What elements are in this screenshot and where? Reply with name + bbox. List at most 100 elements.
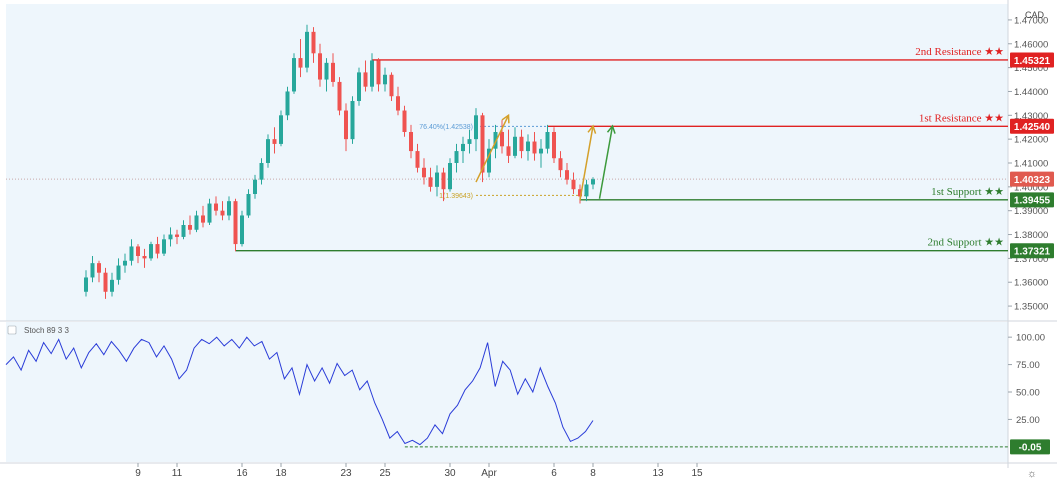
candle-body bbox=[331, 62, 335, 82]
candle-body bbox=[454, 151, 459, 163]
candle-body bbox=[415, 151, 420, 168]
candle-body bbox=[409, 132, 413, 152]
candle-body bbox=[240, 215, 244, 245]
candle-body bbox=[539, 148, 543, 154]
price-tick-label: 1.38000 bbox=[1014, 230, 1048, 241]
candle-body bbox=[558, 158, 563, 171]
time-tick-label: 16 bbox=[236, 468, 248, 479]
candle-body bbox=[175, 234, 179, 237]
level-price-label: 1.42540 bbox=[1014, 122, 1051, 133]
candle-body bbox=[214, 203, 218, 211]
price-tick-label: 1.45000 bbox=[1014, 63, 1048, 74]
level-name: 1st Support ★★ bbox=[931, 186, 1004, 198]
time-tick-label: 6 bbox=[551, 468, 557, 479]
candle-body bbox=[324, 62, 329, 80]
current-price-tag bbox=[1010, 171, 1054, 187]
candle-body bbox=[350, 101, 355, 140]
time-tick-label: 11 bbox=[172, 468, 183, 479]
candle-body bbox=[578, 189, 582, 197]
price-tick-label: 1.46000 bbox=[1014, 39, 1048, 50]
stoch-last-label: -0.05 bbox=[1019, 443, 1042, 454]
candle-body bbox=[370, 60, 374, 87]
time-tick-label: 23 bbox=[340, 468, 352, 479]
stoch-tick-label: 25.00 bbox=[1016, 415, 1040, 426]
candle-body bbox=[181, 225, 186, 237]
price-panel-background bbox=[6, 4, 1008, 321]
price-tick-label: 1.43000 bbox=[1014, 111, 1048, 122]
candle-body bbox=[506, 146, 511, 156]
candle-body bbox=[285, 91, 290, 116]
stoch-indicator-label: Stoch 89 3 3 bbox=[24, 326, 69, 335]
candle-body bbox=[279, 115, 283, 144]
candle-body bbox=[90, 263, 95, 278]
candle-body bbox=[227, 201, 231, 216]
projection-arrow-head bbox=[587, 124, 597, 134]
candle-body bbox=[298, 58, 303, 68]
price-tick-label: 1.35000 bbox=[1014, 302, 1048, 313]
candle-body bbox=[389, 74, 394, 97]
candle-body bbox=[97, 263, 101, 273]
price-tick-label: 1.42000 bbox=[1014, 135, 1048, 146]
candle-body bbox=[357, 72, 361, 101]
candle-body bbox=[532, 141, 537, 154]
price-tick-label: 1.41000 bbox=[1014, 159, 1048, 170]
candle-body bbox=[136, 246, 140, 256]
candle-body bbox=[246, 194, 251, 216]
level-price-tag bbox=[1010, 52, 1054, 68]
currency-label: CAD bbox=[1025, 10, 1045, 20]
candle-body bbox=[545, 132, 550, 149]
fib-level-label: 76.40%(1.42538) bbox=[419, 124, 473, 131]
level-price-label: 1.37321 bbox=[1014, 247, 1051, 258]
candle-body bbox=[292, 58, 296, 92]
candle-body bbox=[584, 184, 589, 197]
candle-body bbox=[591, 179, 595, 185]
collapse-chevron-icon bbox=[7, 325, 17, 335]
candle-body bbox=[116, 265, 121, 280]
candle-body bbox=[155, 244, 160, 254]
candle-body bbox=[201, 215, 205, 223]
candle-body bbox=[480, 115, 485, 173]
projection-arrow bbox=[475, 114, 510, 183]
candle-body bbox=[168, 234, 173, 240]
price-tick-label: 1.37000 bbox=[1014, 254, 1048, 265]
candle-body bbox=[318, 53, 322, 80]
candle-body bbox=[474, 115, 478, 140]
candle-body bbox=[519, 136, 524, 152]
candle-body bbox=[467, 139, 472, 144]
projection-arrow bbox=[598, 125, 614, 199]
time-tick-label: Apr bbox=[481, 468, 497, 479]
time-tick-label: 13 bbox=[652, 468, 664, 479]
candle-body bbox=[487, 148, 491, 173]
candle-body bbox=[129, 246, 134, 261]
candle-body bbox=[311, 31, 316, 54]
level-price-tag bbox=[1010, 243, 1054, 259]
time-tick-label: 8 bbox=[590, 468, 596, 479]
time-tick-label: 30 bbox=[444, 468, 456, 479]
candle-body bbox=[422, 167, 426, 178]
candle-body bbox=[461, 143, 465, 152]
candle-body bbox=[526, 141, 530, 152]
candle-body bbox=[259, 163, 264, 180]
level-name: 2nd Support ★★ bbox=[927, 237, 1004, 249]
candle-body bbox=[220, 210, 225, 216]
price-tick-label: 1.36000 bbox=[1014, 278, 1048, 289]
candle-body bbox=[110, 279, 114, 292]
stoch-tick-label: 50.00 bbox=[1016, 388, 1040, 399]
level-name: 1st Resistance ★★ bbox=[919, 112, 1004, 124]
candle-body bbox=[571, 179, 576, 190]
candle-body bbox=[428, 177, 433, 187]
time-tick-label: 9 bbox=[135, 468, 141, 479]
candle-body bbox=[402, 110, 407, 132]
candle-body bbox=[344, 110, 348, 140]
candle-body bbox=[123, 260, 127, 266]
candle-body bbox=[142, 256, 147, 259]
level-price-tag bbox=[1010, 192, 1054, 208]
candle-body bbox=[84, 277, 88, 292]
candle-body bbox=[253, 179, 257, 194]
candle-body bbox=[376, 60, 381, 85]
candle-body bbox=[162, 239, 166, 254]
candle-body bbox=[396, 96, 400, 111]
projection-arrow-head bbox=[501, 113, 510, 124]
settings-gear-icon: ☼ bbox=[1027, 468, 1037, 480]
